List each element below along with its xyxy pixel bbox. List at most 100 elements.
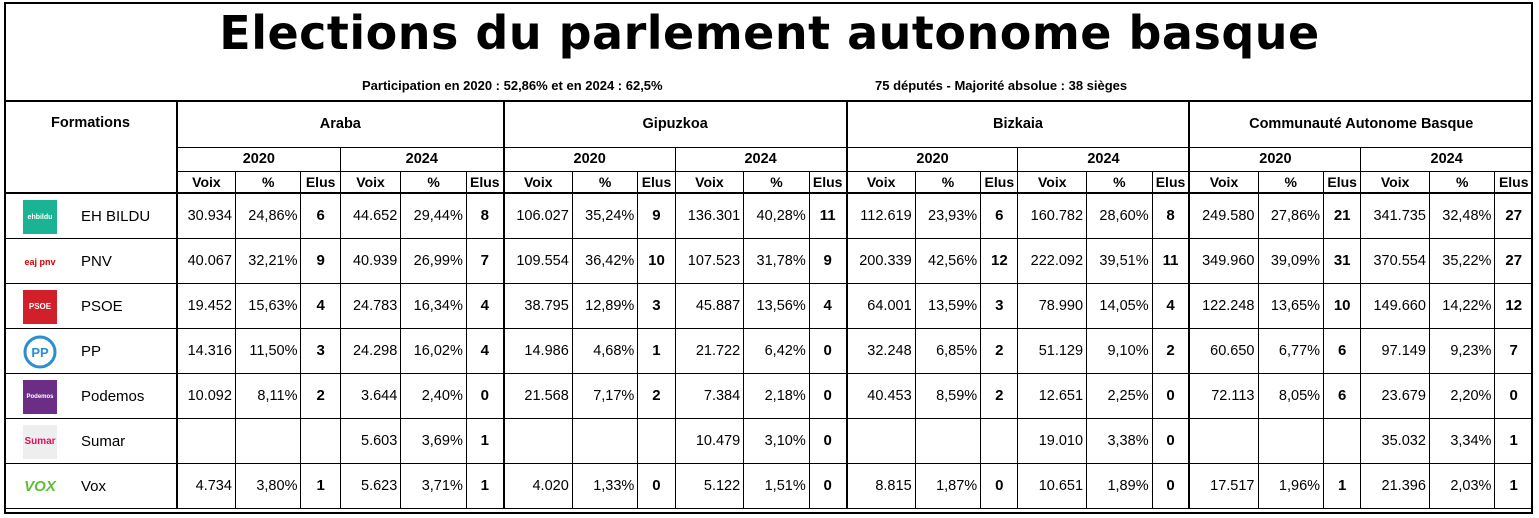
cell-pct: 39,51% [1086,237,1153,284]
region-header: Communauté Autonome Basque [1188,100,1534,148]
cell-pct: 31,78% [743,237,810,284]
cell-voix: 24.783 [339,282,402,329]
cell-pct: 35,24% [571,192,639,239]
cell-voix: 12.651 [1017,372,1088,419]
cell-pct: 27,86% [1257,192,1325,239]
cell-elus: 0 [980,462,1019,509]
cell-elus: 4 [465,282,505,329]
cell-voix: 19.010 [1017,417,1088,464]
formations-header: Formations [3,100,178,194]
cell-pct: 2,03% [1428,462,1496,509]
table-row: Sumar Sumar 5.603 3,69% 1 10.479 3,10% 0 19.010 3… [3,417,1533,464]
participation-text: Participation en 2020 : 52,86% et en 202… [362,78,663,93]
cell-elus [300,417,341,464]
year-header: 2024 [1017,146,1190,172]
cell-pct: 2,20% [1428,372,1496,419]
cell-elus: 9 [637,192,676,239]
cell-pct: 24,86% [234,192,302,239]
cell-pct: 6,85% [914,327,982,374]
cell-pct: 35,22% [1428,237,1496,284]
region-header: Bizkaia [845,100,1190,148]
party-logo: PP [23,334,57,369]
cell-voix: 30.934 [175,192,236,239]
results-table: Formations Araba Gipuzkoa Bizkaia Communauté… [3,100,1534,509]
cell-voix: 136.301 [674,192,745,239]
cell-pct [571,417,639,464]
cell-pct: 16,02% [400,327,467,374]
cell-voix: 249.580 [1188,192,1259,239]
col-header-pct: % [1257,170,1325,194]
col-header-elus: Elus [637,170,676,194]
cell-elus: 0 [1151,417,1190,464]
cell-pct: 1,96% [1257,462,1325,509]
cell-voix: 44.652 [339,192,402,239]
cell-elus: 1 [1323,462,1362,509]
cell-elus: 27 [1494,192,1533,239]
region-header: Gipuzkoa [502,100,848,148]
cell-voix: 8.815 [845,462,916,509]
cell-pct: 3,34% [1428,417,1496,464]
cell-voix: 5.623 [339,462,402,509]
party-logo: Podemos [23,379,57,414]
cell-pct: 1,89% [1086,462,1153,509]
cell-elus [980,417,1019,464]
cell-voix: 3.644 [339,372,402,419]
cell-voix: 97.149 [1360,327,1430,374]
col-header-elus: Elus [1494,170,1533,194]
cell-pct: 29,44% [400,192,467,239]
year-header: 2024 [674,146,848,172]
cell-elus: 0 [808,372,848,419]
cell-pct: 3,71% [400,462,467,509]
cell-voix: 38.795 [502,282,573,329]
party-name: PSOE [81,297,123,315]
cell-pct: 7,17% [571,372,639,419]
cell-elus: 6 [1323,372,1362,419]
cell-pct: 12,89% [571,282,639,329]
cell-pct: 4,68% [571,327,639,374]
cell-voix: 112.619 [845,192,916,239]
col-header-pct: % [1428,170,1496,194]
svg-text:PP: PP [31,345,49,360]
cell-voix: 35.032 [1360,417,1430,464]
party-name: Podemos [81,387,145,405]
cell-voix: 17.517 [1188,462,1259,509]
cell-elus: 1 [300,462,341,509]
col-header-voix: Voix [339,170,402,194]
cell-voix: 10.479 [674,417,745,464]
col-header-pct: % [234,170,302,194]
cell-voix: 24.298 [339,327,402,374]
cell-elus: 3 [637,282,676,329]
table-row: ehbildu EH BILDU 30.934 24,86% 6 44.652 29,44%… [3,192,1533,239]
col-header-elus: Elus [808,170,848,194]
col-header-voix: Voix [502,170,573,194]
party-logo: eaj pnv [23,244,57,279]
year-header: 2020 [175,146,341,172]
party-logo: ehbildu [23,200,57,234]
cell-pct: 8,05% [1257,372,1325,419]
col-header-pct: % [400,170,467,194]
cell-voix: 222.092 [1017,237,1088,284]
cell-pct: 14,05% [1086,282,1153,329]
cell-pct: 8,59% [914,372,982,419]
party-name: PP [81,342,102,360]
cell-pct: 32,21% [234,237,302,284]
cell-elus: 31 [1323,237,1362,284]
year-header: 2020 [845,146,1019,172]
cell-voix: 40.453 [845,372,916,419]
cell-elus: 10 [637,237,676,284]
cell-elus: 1 [465,417,505,464]
cell-pct: 3,38% [1086,417,1153,464]
col-header-elus: Elus [1323,170,1362,194]
col-header-elus: Elus [300,170,341,194]
cell-elus: 4 [300,282,341,329]
cell-pct: 23,93% [914,192,982,239]
cell-pct: 42,56% [914,237,982,284]
cell-voix: 40.939 [339,237,402,284]
cell-voix: 7.384 [674,372,745,419]
cell-voix: 19.452 [175,282,236,329]
cell-elus: 6 [1323,327,1362,374]
cell-pct: 2,40% [400,372,467,419]
cell-pct: 9,23% [1428,327,1496,374]
cell-voix: 23.679 [1360,372,1430,419]
party-logo: Sumar [23,424,57,459]
